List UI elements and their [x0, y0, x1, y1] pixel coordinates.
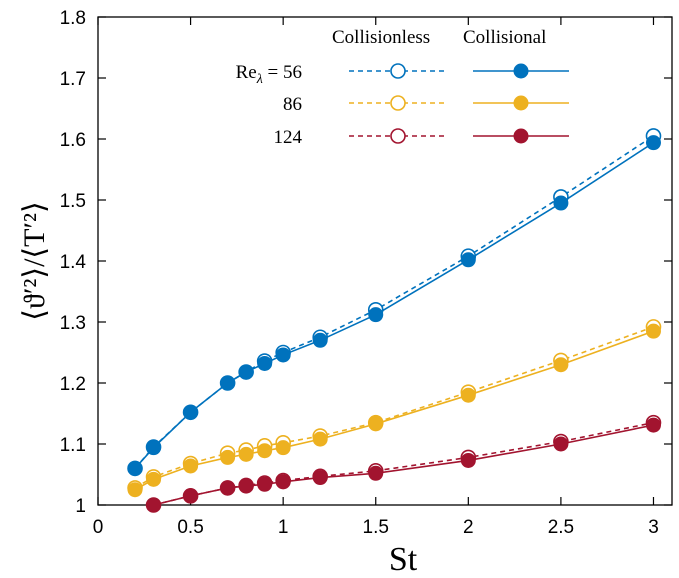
- data-point-filled: [183, 458, 199, 474]
- data-point-filled: [312, 332, 328, 348]
- series-re124-collisionless: [145, 414, 662, 513]
- series-line: [134, 135, 654, 469]
- axes: 0 0.5 1 1.5 2 2.5 3 1 1.1 1.2 1.3 1.4 1.5 1.6 1.7 1.8 St…: [18, 8, 673, 578]
- data-point-filled: [146, 440, 162, 456]
- legend-sample-collisionless-marker: [390, 128, 406, 144]
- y-tick-label: 1.6: [60, 130, 86, 151]
- data-point-filled: [460, 452, 476, 468]
- y-tick-label: 1.8: [60, 8, 86, 29]
- legend-label-re-value: = 56: [263, 62, 302, 83]
- x-tick-label: 0: [93, 517, 104, 538]
- data-point-filled: [127, 482, 143, 498]
- legend-header-collisional: Collisional: [463, 27, 546, 48]
- series-re86-collisional: [127, 323, 661, 498]
- data-point-filled: [368, 307, 384, 323]
- data-point-filled: [275, 474, 291, 490]
- data-point-filled: [238, 478, 254, 494]
- y-axis-label: ⟨ϑ′²⟩/⟨T′²⟩: [18, 201, 51, 320]
- legend-samples: [349, 63, 569, 144]
- x-tick-label: 2.5: [548, 517, 574, 538]
- series-re56-collisional: [127, 135, 661, 476]
- data-point-filled: [460, 252, 476, 268]
- legend-sample-collisional-marker: [513, 95, 529, 111]
- legend-label-re56: Reλ = 56: [236, 62, 302, 87]
- data-point-filled: [127, 460, 143, 476]
- y-tick-label: 1.4: [60, 252, 87, 273]
- data-point-filled: [257, 476, 273, 492]
- series-re124-collisional: [146, 417, 661, 513]
- data-point-filled: [645, 417, 661, 433]
- plot-frame: [97, 16, 673, 506]
- data-point-filled: [275, 440, 291, 456]
- legend-sample-collisionless-marker: [390, 95, 406, 111]
- data-point-filled: [257, 443, 273, 459]
- y-tick-label: 1.1: [60, 435, 86, 456]
- y-tick-label: 1.2: [60, 374, 86, 395]
- x-tick-label: 0.5: [177, 517, 203, 538]
- data-point-filled: [220, 449, 236, 465]
- data-point-filled: [368, 416, 384, 432]
- data-point-filled: [220, 375, 236, 391]
- data-point-filled: [553, 195, 569, 211]
- data-point-filled: [645, 323, 661, 339]
- data-point-filled: [238, 446, 254, 462]
- data-point-filled: [183, 488, 199, 504]
- legend-sample-collisional-marker: [513, 63, 529, 79]
- data-point-filled: [368, 465, 384, 481]
- data-point-filled: [146, 497, 162, 513]
- data-point-filled: [275, 347, 291, 363]
- data-point-filled: [553, 436, 569, 452]
- data-point-filled: [238, 364, 254, 380]
- data-point-filled: [645, 135, 661, 151]
- data-point-filled: [220, 480, 236, 496]
- data-point-filled: [312, 470, 328, 486]
- series-line: [134, 141, 654, 469]
- y-tick-label: 1.3: [60, 313, 86, 334]
- plot-area: [127, 128, 662, 513]
- legend: Collisionless Collisional Reλ = 56 86 12…: [236, 27, 569, 148]
- legend-label-re124: 124: [274, 127, 303, 148]
- y-tick-label: 1.5: [60, 191, 86, 212]
- x-axis-label: St: [389, 541, 418, 578]
- data-point-filled: [183, 404, 199, 420]
- x-tick-label: 1.5: [363, 517, 389, 538]
- data-point-filled: [460, 387, 476, 403]
- data-point-filled: [553, 357, 569, 373]
- legend-sample-collisionless-marker: [390, 63, 406, 79]
- series-line: [134, 326, 654, 489]
- y-tick-label: 1.7: [60, 69, 86, 90]
- data-point-filled: [257, 355, 273, 371]
- legend-label-re-prefix: Re: [236, 62, 257, 83]
- legend-header-collisionless: Collisionless: [332, 27, 430, 48]
- data-point-filled: [146, 471, 162, 487]
- y-tick-label: 1: [75, 496, 86, 517]
- legend-label-lambda-subscript: λ: [256, 72, 263, 87]
- x-tick-label: 1: [278, 517, 289, 538]
- x-tick-label: 3: [648, 517, 659, 538]
- legend-sample-collisional-marker: [513, 128, 529, 144]
- series-re56-collisionless: [127, 128, 662, 477]
- x-tick-label: 2: [463, 517, 474, 538]
- data-point-filled: [312, 431, 328, 447]
- legend-label-re86: 86: [283, 94, 302, 115]
